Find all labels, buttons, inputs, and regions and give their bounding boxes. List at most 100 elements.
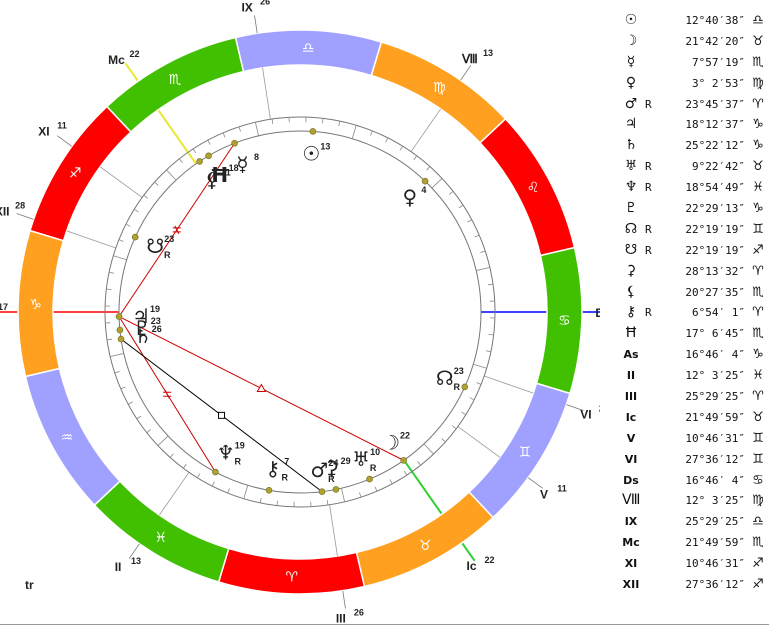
body-lilith: ⚸ 21 [196,158,231,192]
house-label-mc: Mc 22 [108,49,139,67]
body-retro-south-node: R [164,250,171,260]
position-degree: 17° 6′45″ [685,327,745,341]
degree-tick [370,130,373,136]
house-label-viii: Ⅷ 13 [461,48,493,66]
house-cusp-iii [329,504,338,557]
position-retro: R [645,243,652,257]
position-sign: ♎ [752,13,764,28]
body-dot-uranian-h [205,152,212,160]
svg-text:XI: XI [38,124,49,138]
body-dot-moon [400,457,407,464]
body-glyph-lilith: ⚸ [204,168,219,192]
position-sign: ♊ [752,221,764,237]
body-dot-south-node [131,233,139,241]
zodiac-ring: ♈ ♉ ♊ ♋ ♌ ♍ ♎ ♏ ♐ ♑ ♒ ♓ [17,29,583,595]
degree-tick [451,425,457,430]
svg-text:22: 22 [129,49,139,59]
body-dot-venus [421,177,429,185]
house-cusp-outer-xii [16,213,34,220]
position-glyph: XI [624,557,638,571]
degree-tick [473,363,487,369]
position-row-pluto: ♇ 22°29′13″ ♑ [622,200,769,221]
body-retro-neptune: R [234,457,241,467]
degree-tick [106,288,112,290]
position-degree: 27°36′12″ [685,452,745,466]
body-pluto: ♇ 23 [116,316,161,340]
degree-tick [476,382,482,385]
degree-tick [485,350,491,353]
body-degree-south-node: 23 [164,234,174,244]
position-row-sun: ☉ 12°40′38″ ♎ [622,12,769,33]
position-row-saturn: ♄ 25°22′12″ ♑ [622,137,769,158]
house-label-ix: IX 26 [241,0,270,15]
body-dot-neptune [212,468,219,476]
position-glyph: ⚳ [625,262,637,279]
position-glyph: XII [622,578,640,592]
house-label-as: As17 [0,302,8,312]
degree-tick [134,208,139,213]
position-glyph: ♂ [624,95,638,112]
body-ceres: ⚳ 29 [324,456,351,493]
body-glyph-chiron: ⚷ [265,457,280,481]
house-cusp-vi [484,375,534,394]
aspect-lines [118,142,404,493]
position-sign: ♑ [752,117,764,133]
position-row-mc: Mc 21°49′59″ ♏ [622,534,769,555]
position-row-ceres: ⚳ 28°13′32″ ♈ [622,263,769,284]
position-row-north-node: ☊ R 22°19′19″ ♊ [622,221,769,242]
degree-tick [469,397,475,401]
position-sign: ♑ [752,138,764,154]
position-glyph: ⚷ [625,304,637,321]
divider [0,624,769,625]
degree-tick [113,255,127,261]
house-label-ii: II 13 [115,556,141,574]
position-degree: 23°45′37″ [685,97,745,111]
body-glyph-pluto: ♇ [133,316,151,340]
degree-tick [259,497,262,503]
body-dot-chiron [265,487,273,494]
position-row-ds: Ds 16°46′ 4″ ♋ [622,472,769,493]
position-degree: 25°22′12″ [685,139,745,153]
position-sign: ♐ [752,242,764,258]
position-sign: ♍ [752,75,764,91]
svg-text:22: 22 [484,555,494,565]
degree-tick [276,500,278,506]
position-row-xi: XI 10°46′31″ ♐ [622,555,769,576]
position-row-v: V 10°46′31″ ♊ [622,430,769,451]
body-glyph-moon: ☽ [382,430,400,454]
body-dot-ceres [332,486,340,493]
degree-tick [326,499,329,506]
body-retro-north-node: R [453,382,460,392]
body-glyph-neptune: ♆ [217,441,235,465]
body-glyph-sun: ☉ [302,141,320,165]
degree-tick [192,148,197,154]
degree-ring-inner [118,130,482,494]
body-glyph-mercury: ☿ [236,152,248,176]
aspect-saturn-mars [120,338,323,493]
degree-tick [338,121,341,127]
degree-tick [474,234,480,238]
degree-tick [431,178,443,189]
position-row-ix: IX 25°29′25″ ♎ [622,513,769,534]
position-row-chiron: ⚷ R 6°54′ 1″ ♈ [622,304,769,325]
body-glyph-uranian-h: Ħ [210,163,229,187]
svg-text:26: 26 [354,607,364,617]
body-dot-jupiter [115,313,123,320]
house-cusp-v [457,426,501,458]
position-glyph: ☿ [626,53,636,70]
body-degree-neptune: 19 [235,441,245,451]
inner-circle [104,116,496,508]
house-cusp-xi [99,166,143,198]
body-degree-north-node: 23 [454,366,464,376]
sign-glyph-leo: ♌ [527,180,540,196]
house-label-vi: VI 28 [580,403,600,421]
body-degree-chiron: 7 [284,457,289,467]
angle-axes [0,62,600,562]
position-glyph: Ds [623,473,639,487]
svg-text:13: 13 [483,48,493,58]
position-row-uranus: ♅ R 9°22′42″ ♉ [622,158,769,179]
degree-tick [157,435,169,446]
position-glyph: ⚸ [625,283,637,300]
body-degree-ceres: 29 [341,456,351,466]
position-degree: 16°46′ 4″ [685,348,745,362]
